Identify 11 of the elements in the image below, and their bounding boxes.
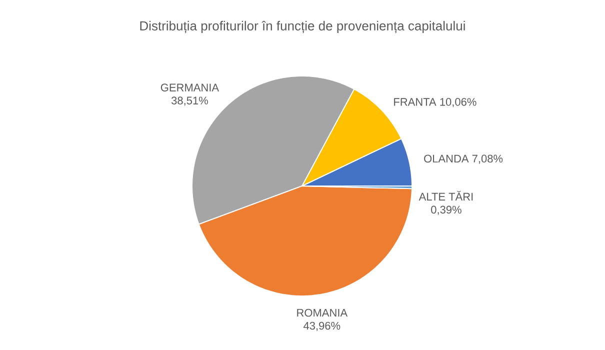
data-label: 0,39% <box>431 206 462 215</box>
slice-label: GERMANIA <box>160 84 220 92</box>
data-label: 10,06% <box>440 98 476 108</box>
chart-title: Distribuția profiturilor în funcție de proveniența capitalului <box>140 20 465 34</box>
slice-label: ROMANIA <box>297 308 348 317</box>
slice-label: FRANTA <box>394 98 436 106</box>
data-label: 43,96% <box>304 322 340 331</box>
slice-label: ALTE TĂRI <box>418 190 473 200</box>
data-label: 7,08% <box>472 154 503 164</box>
data-label: 38,51% <box>171 96 208 106</box>
slice-label: OLANDA <box>424 154 469 163</box>
